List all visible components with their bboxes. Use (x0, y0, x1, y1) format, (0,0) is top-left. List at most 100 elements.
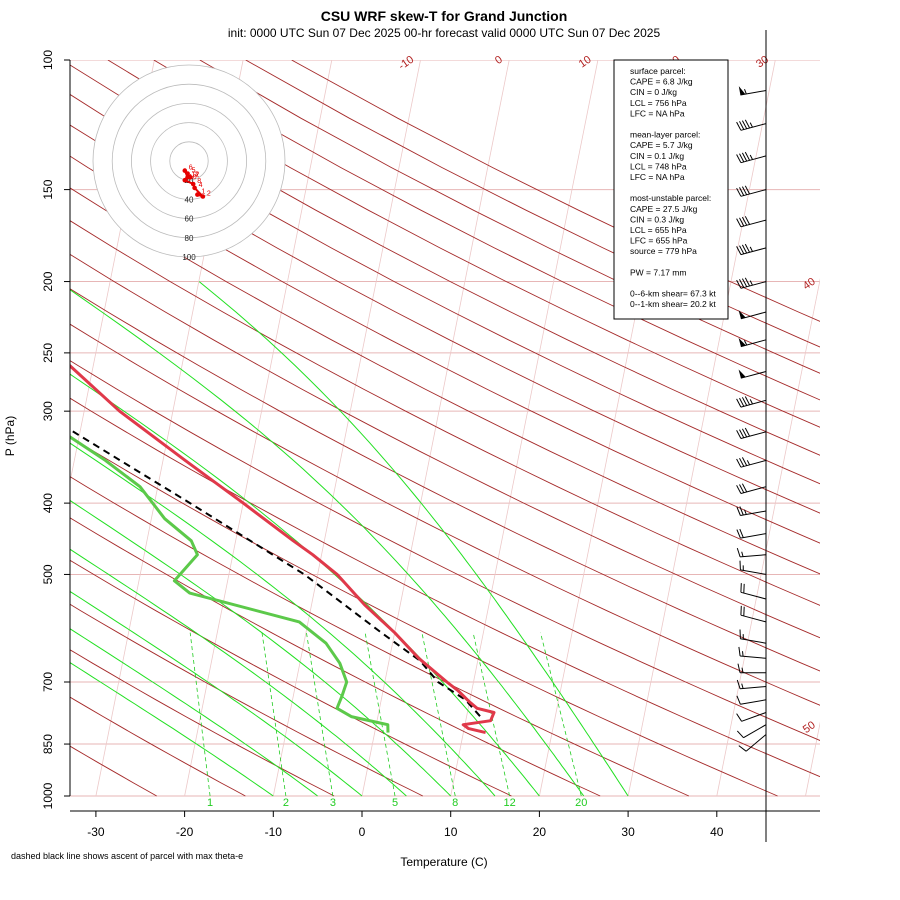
barb-staff (740, 638, 767, 644)
y-tick-label: 500 (41, 564, 55, 584)
barb-full (739, 484, 745, 493)
barb-full (736, 547, 741, 558)
stats-box-frame (613, 59, 729, 320)
barb-half (743, 340, 748, 346)
barb-full (739, 217, 745, 227)
dry-adiabat (70, 559, 512, 797)
barb-full (744, 427, 751, 437)
dry-adiabat (70, 360, 820, 741)
barb-full (738, 646, 741, 657)
dry-adiabat (107, 60, 820, 428)
barb-staff (740, 614, 767, 623)
hodograph-point (188, 175, 193, 180)
isotherm-line (184, 60, 333, 797)
isotherm-label: 40 (801, 276, 818, 293)
barb-full (741, 457, 748, 466)
hodograph-ring-inner (111, 83, 267, 239)
wind-barb (736, 243, 767, 256)
hodograph-point (182, 177, 188, 183)
mixing-ratio-label: 3 (330, 797, 336, 809)
stats-line: PW = 7.17 mm (630, 267, 686, 277)
isotherm-line (450, 60, 599, 797)
barb-staff (740, 459, 767, 468)
barb-half (741, 667, 744, 673)
barb-flag (738, 310, 746, 319)
barb-full (744, 119, 751, 129)
barb-full (741, 244, 748, 254)
x-tick-label: 10 (444, 825, 458, 839)
barb-half (749, 122, 753, 128)
isotherm-label: 50 (801, 719, 818, 736)
wind-barb (737, 663, 766, 674)
wind-barb (736, 547, 767, 558)
y-tick-label: 100 (41, 50, 55, 70)
barb-full (736, 121, 742, 131)
barb-half (749, 246, 753, 252)
moist-adiabat (70, 628, 318, 797)
stats-line: LFC = NA hPa (630, 108, 685, 118)
barb-flag (738, 369, 746, 379)
hodograph-point (190, 181, 196, 187)
y-tick-label: 400 (41, 493, 55, 513)
stats-line: CIN = 0 J/kg (630, 87, 677, 97)
y-tick-label: 1000 (41, 782, 55, 809)
background-lines (70, 60, 820, 797)
hodograph-point (182, 168, 188, 173)
stats-line: CAPE = 6.8 J/kg (630, 77, 693, 87)
barb-half (742, 651, 744, 657)
hodograph-point (195, 192, 200, 197)
moist-adiabat (70, 590, 363, 797)
footnote: dashed black line shows ascent of parcel… (11, 851, 243, 861)
barb-full (739, 528, 744, 538)
stats-line: source = 779 hPa (630, 246, 697, 256)
barb-full (736, 246, 742, 255)
y-tick-label: 250 (41, 343, 55, 363)
dry-adiabat (70, 517, 601, 797)
barb-full (739, 187, 745, 196)
barb-half (741, 551, 744, 557)
x-axis-label: Temperature (C) (400, 855, 487, 869)
barb-full (744, 185, 751, 195)
barb-full (739, 245, 745, 255)
stats-line: CIN = 0.1 J/kg (630, 151, 684, 161)
wind-barb (736, 712, 767, 722)
wind-barb (736, 185, 767, 197)
barb-staff (740, 655, 767, 659)
barb-full (736, 154, 742, 163)
wind-barb (736, 506, 767, 516)
mixing-ratio-label: 1 (207, 797, 213, 809)
wind-barb (738, 646, 767, 659)
mixing-ratio-line (421, 632, 456, 797)
barb-staff (740, 510, 767, 516)
dry-adiabat (70, 288, 820, 672)
barb-staff (740, 189, 767, 197)
barb-full (736, 730, 744, 739)
barb-staff (740, 371, 767, 379)
barb-full (739, 457, 745, 467)
wind-barb (736, 119, 767, 131)
mixing-ratio-label: 8 (452, 797, 458, 809)
sounding-profiles (70, 363, 496, 735)
wind-barb (738, 86, 767, 96)
chart-title: CSU WRF skew-T for Grand Junction (321, 8, 568, 24)
hodograph-point-label: 1 (201, 189, 205, 196)
y-tick-label: 150 (41, 179, 55, 199)
wind-barb (738, 310, 767, 320)
mixing-ratio-label: 20 (575, 797, 587, 809)
hodograph-point-label: 6 (189, 165, 193, 172)
barb-staff (740, 247, 767, 256)
barb-full (744, 243, 751, 253)
isotherm-label: 10 (577, 54, 594, 71)
barb-full (736, 713, 743, 722)
hodograph-ring-label: 40 (185, 195, 194, 204)
barb-full (739, 429, 745, 438)
moist-adiabat (198, 281, 629, 797)
stats-line: mean-layer parcel: (630, 130, 700, 140)
y-axis-label: P (hPa) (3, 416, 17, 456)
wind-barb (738, 337, 767, 348)
mixing-ratio-line (261, 632, 287, 797)
barb-full (739, 279, 745, 288)
chart-subtitle: init: 0000 UTC Sun 07 Dec 2025 00-hr for… (228, 26, 661, 40)
hodograph-point-label: 4 (199, 182, 203, 189)
